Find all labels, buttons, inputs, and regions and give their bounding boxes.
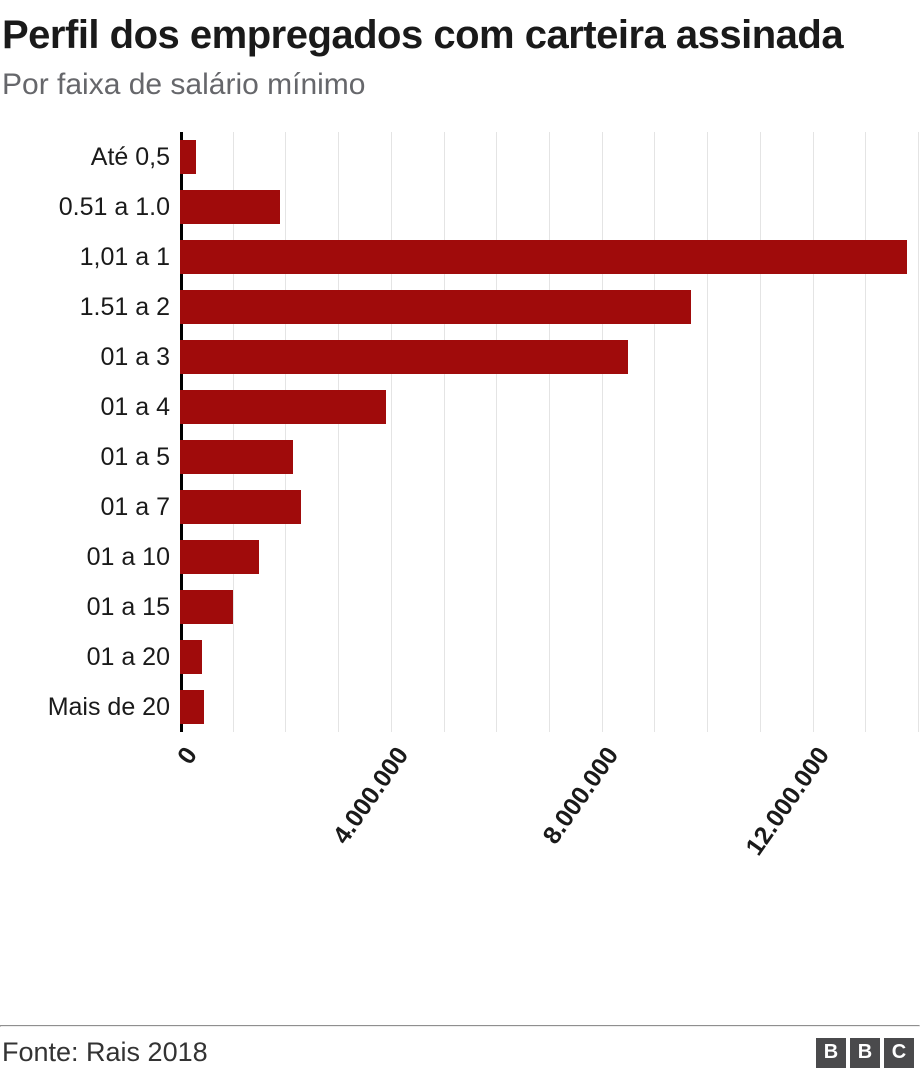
bar-row: [180, 232, 918, 282]
chart-title: Perfil dos empregados com carteira assin…: [2, 13, 844, 57]
gridline: [918, 132, 919, 732]
bar-row: [180, 382, 918, 432]
gridline: [707, 132, 709, 732]
bar-row: [180, 532, 918, 582]
y-axis-label: 01 a 7: [100, 492, 170, 521]
x-axis: 0 4.000.000 8.000.000 12.000.000: [172, 732, 918, 912]
bar: [180, 440, 294, 474]
bar: [180, 140, 196, 174]
bar-row: [180, 182, 918, 232]
bar: [180, 690, 204, 724]
gridline: [390, 132, 392, 732]
bar: [180, 390, 386, 424]
bar-row: [180, 332, 918, 382]
bar-row: [180, 282, 918, 332]
y-axis-label: 01 a 5: [100, 442, 170, 471]
x-axis-tick-label: 4.000.000: [327, 742, 414, 850]
bbc-logo-block-c: C: [884, 1037, 914, 1068]
bar-row: [180, 482, 918, 532]
y-axis-label: 01 a 4: [100, 392, 170, 421]
source-text: Fonte: Rais 2018: [2, 1037, 208, 1067]
y-axis-label: 1.51 a 2: [79, 292, 170, 321]
bar: [180, 490, 302, 524]
y-axis-label: 0.51 a 1.0: [58, 192, 170, 221]
chart-subtitle: Por faixa de salário mínimo: [2, 68, 366, 101]
y-axis-label: 01 a 10: [86, 542, 170, 571]
bar-row: [180, 582, 918, 632]
y-axis-labels: Até 0,5 0.51 a 1.0 1,01 a 1 1.51 a 2 01 a 3 0…: [0, 132, 180, 732]
bar: [180, 590, 233, 624]
gridline: [232, 132, 234, 732]
bar-chart: Até 0,5 0.51 a 1.0 1,01 a 1 1.51 a 2 01 a 3 0…: [0, 132, 920, 732]
gridline: [601, 132, 603, 732]
y-axis-label: Mais de 20: [47, 692, 170, 721]
bar: [180, 640, 203, 674]
gridline: [496, 132, 498, 732]
y-axis-label: 01 a 3: [100, 342, 170, 371]
gridline: [443, 132, 445, 732]
bar: [180, 240, 908, 274]
bbc-logo-block-b1: B: [816, 1037, 846, 1068]
chart-footer: Fonte: Rais 2018 B B C: [0, 1025, 920, 1080]
bar: [180, 540, 260, 574]
y-axis-label: 1,01 a 1: [79, 242, 170, 271]
bar-row: [180, 682, 918, 732]
bar-row: [180, 432, 918, 482]
x-axis-tick-label: 8.000.000: [537, 742, 625, 850]
x-axis-tick-label: 0: [172, 742, 203, 770]
bars-container: [180, 132, 918, 732]
gridline: [549, 132, 550, 732]
chart-header: Perfil dos empregados com carteira assin…: [0, 0, 920, 102]
y-axis-label: 01 a 15: [86, 592, 170, 621]
bar-row: [180, 132, 918, 182]
gridline: [338, 132, 340, 732]
bar-row: [180, 632, 918, 682]
gridline: [812, 132, 814, 732]
gridline: [865, 132, 867, 732]
bar: [180, 190, 281, 224]
bbc-logo: B B C: [816, 1037, 914, 1068]
y-axis-label: Até 0,5: [90, 142, 170, 171]
gridline: [759, 132, 761, 732]
y-axis-label: 01 a 20: [86, 642, 170, 671]
plot-area: [180, 132, 919, 732]
gridline: [654, 132, 656, 732]
bar: [180, 340, 629, 374]
gridline: [285, 132, 287, 732]
x-axis-zero-line: [180, 132, 183, 732]
x-axis-tick-label: 12.000.000: [740, 742, 836, 861]
bbc-logo-block-b2: B: [850, 1037, 880, 1068]
bar: [180, 290, 692, 324]
